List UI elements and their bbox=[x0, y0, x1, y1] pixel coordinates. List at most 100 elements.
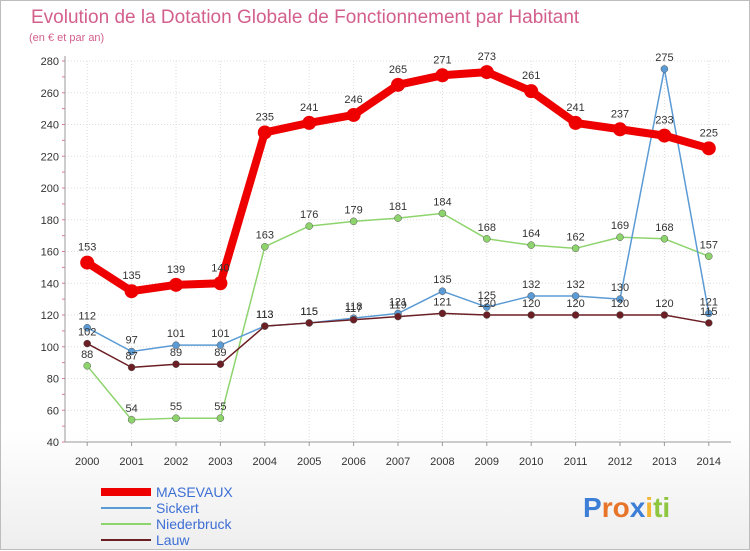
x-tick-label: 2004 bbox=[253, 456, 277, 468]
data-point-niederbruck bbox=[83, 362, 91, 370]
data-point-niederbruck bbox=[261, 242, 269, 251]
data-point-masevaux bbox=[80, 255, 95, 270]
data-label-lauw: 117 bbox=[345, 303, 363, 315]
data-point-lauw bbox=[571, 311, 580, 319]
proxiti-logo: Proxiti bbox=[583, 492, 670, 523]
y-tick-label: 260 bbox=[41, 88, 59, 100]
data-label-niederbruck: 55 bbox=[170, 401, 182, 413]
x-tick-label: 2007 bbox=[386, 456, 410, 468]
y-tick-label: 240 bbox=[41, 120, 59, 132]
y-tick-label: 280 bbox=[41, 56, 59, 68]
data-label-lauw: 102 bbox=[78, 327, 96, 339]
x-tick-label: 2005 bbox=[297, 456, 321, 468]
data-label-sickert: 101 bbox=[167, 328, 185, 340]
data-point-niederbruck bbox=[660, 235, 669, 243]
data-label-sickert: 130 bbox=[611, 282, 629, 294]
data-label-masevaux: 153 bbox=[78, 242, 96, 254]
logo-letter: i bbox=[662, 492, 670, 523]
data-label-lauw: 121 bbox=[433, 296, 451, 308]
data-point-niederbruck bbox=[616, 233, 624, 241]
data-label-sickert: 101 bbox=[211, 328, 229, 340]
data-label-masevaux: 273 bbox=[478, 51, 496, 63]
data-label-lauw: 120 bbox=[611, 298, 629, 310]
data-label-niederbruck: 163 bbox=[256, 230, 274, 242]
data-label-sickert: 113 bbox=[256, 309, 274, 321]
data-point-lauw bbox=[527, 311, 535, 319]
data-label-niederbruck: 181 bbox=[389, 201, 407, 213]
data-point-lauw bbox=[216, 360, 225, 368]
logo-letter: t bbox=[653, 492, 662, 523]
data-point-lauw bbox=[705, 319, 713, 327]
data-label-masevaux: 241 bbox=[566, 102, 584, 114]
chart-title: Evolution de la Dotation Globale de Fonc… bbox=[31, 7, 580, 28]
data-label-niederbruck: 169 bbox=[611, 220, 629, 232]
data-label-niederbruck: 54 bbox=[125, 403, 137, 415]
data-point-sickert bbox=[216, 341, 225, 349]
data-label-sickert: 121 bbox=[389, 296, 407, 308]
data-label-sickert: 115 bbox=[300, 306, 318, 318]
data-label-masevaux: 139 bbox=[167, 264, 185, 276]
data-label-sickert: 112 bbox=[78, 311, 96, 323]
data-point-lauw bbox=[305, 319, 313, 327]
data-point-lauw bbox=[172, 360, 180, 368]
x-tick-label: 2009 bbox=[475, 456, 499, 468]
data-point-lauw bbox=[483, 311, 491, 319]
grid-lines bbox=[65, 60, 731, 443]
data-point-sickert bbox=[127, 347, 136, 356]
data-point-masevaux bbox=[435, 68, 450, 83]
x-tick-label: 2002 bbox=[164, 456, 188, 468]
data-label-masevaux: 241 bbox=[300, 102, 318, 114]
data-label-lauw: 119 bbox=[389, 300, 407, 312]
data-label-lauw: 120 bbox=[655, 298, 673, 310]
x-tick-label: 2010 bbox=[519, 456, 543, 468]
data-label-lauw: 113 bbox=[256, 309, 274, 321]
y-tick-label: 180 bbox=[41, 215, 59, 227]
data-point-masevaux bbox=[479, 65, 494, 80]
data-label-masevaux: 135 bbox=[122, 270, 140, 282]
data-point-lauw bbox=[127, 363, 136, 372]
data-point-lauw bbox=[261, 322, 269, 330]
series-group: 88 54 55 55 163 176 179 181 184 168 164 162 169 168 15… bbox=[78, 51, 718, 424]
data-point-niederbruck bbox=[349, 217, 358, 226]
data-label-niederbruck: 157 bbox=[700, 239, 718, 251]
x-tick-label: 2012 bbox=[608, 456, 632, 468]
data-label-masevaux: 246 bbox=[344, 94, 362, 106]
data-label-lauw: 120 bbox=[566, 298, 584, 310]
data-label-masevaux: 233 bbox=[655, 115, 673, 127]
data-label-lauw: 89 bbox=[170, 347, 182, 359]
data-label-lauw: 120 bbox=[522, 298, 540, 310]
data-point-sickert bbox=[438, 287, 447, 295]
data-point-niederbruck bbox=[216, 414, 225, 422]
data-label-masevaux: 140 bbox=[211, 262, 229, 274]
data-label-niederbruck: 88 bbox=[81, 349, 93, 361]
data-point-masevaux bbox=[346, 107, 361, 122]
data-point-lauw bbox=[83, 339, 91, 348]
data-point-masevaux bbox=[568, 115, 583, 130]
data-label-masevaux: 265 bbox=[389, 64, 407, 76]
x-tick-label: 2003 bbox=[208, 456, 232, 468]
legend-label-lauw: Lauw bbox=[156, 532, 190, 548]
data-label-sickert: 132 bbox=[522, 279, 540, 291]
data-label-niederbruck: 179 bbox=[344, 204, 362, 216]
data-label-niederbruck: 176 bbox=[300, 209, 318, 221]
logo-letter: x bbox=[630, 492, 646, 523]
data-point-sickert bbox=[83, 323, 91, 332]
legend-label-niederbruck: Niederbruck bbox=[156, 516, 232, 532]
data-point-sickert bbox=[527, 292, 535, 300]
data-label-niederbruck: 55 bbox=[214, 401, 226, 413]
data-point-sickert bbox=[705, 309, 713, 318]
y-tick-label: 200 bbox=[41, 183, 59, 195]
x-tick-label: 2000 bbox=[75, 456, 99, 468]
data-point-masevaux bbox=[257, 125, 272, 140]
data-label-niederbruck: 184 bbox=[433, 196, 451, 208]
legend-label-masevaux: MASEVAUX bbox=[156, 484, 233, 500]
data-point-sickert bbox=[660, 65, 669, 73]
data-point-niederbruck bbox=[438, 209, 447, 218]
data-label-sickert: 125 bbox=[478, 290, 496, 302]
y-tick-label: 60 bbox=[47, 405, 59, 417]
data-point-masevaux bbox=[524, 84, 539, 99]
data-label-niederbruck: 168 bbox=[655, 222, 673, 234]
